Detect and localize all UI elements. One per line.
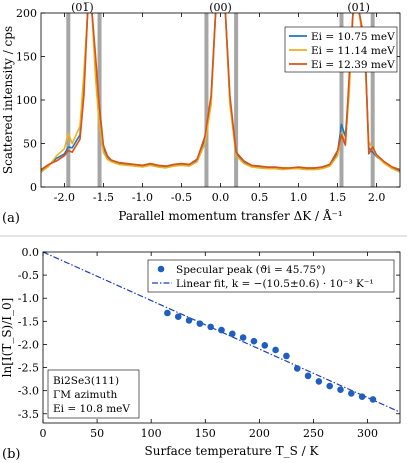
data-point: [348, 390, 355, 397]
y-axis-label: Scattered intensity / cps: [1, 26, 15, 174]
legend-label: Ei = 11.14 meV: [311, 45, 395, 57]
y-tick-label: -1.5: [18, 315, 39, 328]
series-lines: [41, 13, 400, 173]
y-tick-label: -1.0: [18, 292, 39, 305]
legend-label: Ei = 12.39 meV: [311, 59, 395, 71]
y-tick-label: 0: [30, 181, 37, 194]
data-point: [369, 396, 377, 403]
data-point: [218, 326, 225, 334]
peak-label: (01̅): [71, 1, 94, 14]
data-points: [164, 309, 377, 403]
y-tick-label: -2.0: [18, 338, 39, 351]
legend-label: Linear fit, k = −(10.5±0.6) · 10⁻³ K⁻¹: [176, 278, 374, 290]
y-tick-label: 100: [16, 94, 37, 107]
annotation-line: ΓM azimuth: [53, 389, 117, 401]
x-tick-label: -1.0: [132, 191, 153, 204]
y-axis-ticks: 0 50 100 150 200: [16, 7, 400, 194]
y-tick-label: 200: [16, 7, 37, 20]
y-axis-ticks: 0.0 -0.5 -1.0 -1.5 -2.0 -2.5 -3.0 -3.5: [18, 246, 400, 421]
x-tick-label: 100: [141, 427, 162, 440]
panel-label: (b): [2, 447, 20, 462]
chart-panel-b: 0 50 100 150 200 250 300 0.0 -0.5 -1.0 -1.5 -2.0 -2…: [0, 246, 401, 462]
x-tick-label: 1.0: [290, 191, 308, 204]
x-tick-label: 150: [195, 427, 216, 440]
data-point: [272, 346, 279, 354]
legend-marker: [157, 265, 165, 273]
x-tick-label: -2.0: [54, 191, 75, 204]
peak-label: (00): [209, 1, 232, 14]
x-tick-label: 0.5: [251, 191, 269, 204]
y-tick-label: -3.5: [18, 408, 39, 421]
y-tick-label: -3.0: [18, 385, 39, 398]
data-point: [229, 330, 236, 338]
plot-frame: [42, 251, 401, 424]
annotation-line: Ei = 10.8 meV: [53, 403, 130, 415]
y-tick-label: 150: [16, 51, 37, 64]
chart-panel-a: -2.0 -1.5 -1.0 -0.5 0.0 0.5 1.0 1.5 2.0 0 50 100 15…: [1, 1, 401, 226]
data-point: [196, 320, 204, 327]
sample-annotation: Bi2Se3(111) ΓM azimuth Ei = 10.8 meV: [47, 369, 140, 419]
series-line-3: [41, 13, 400, 171]
data-point: [239, 334, 247, 341]
data-point: [261, 342, 269, 349]
x-axis-ticks: -2.0 -1.5 -1.0 -0.5 0.0 0.5 1.0 1.5 2.0: [54, 13, 386, 204]
data-point: [304, 372, 312, 380]
data-point: [293, 365, 301, 372]
x-axis-label: Surface temperature T_S / K: [145, 444, 320, 458]
y-tick-label: 0.0: [22, 246, 40, 259]
x-tick-label: 250: [303, 427, 324, 440]
x-tick-label: 1.5: [329, 191, 347, 204]
x-tick-label: -1.5: [93, 191, 114, 204]
data-point: [358, 393, 366, 400]
x-tick-label: 300: [357, 427, 378, 440]
x-tick-label: 200: [249, 427, 270, 440]
data-point: [207, 323, 214, 331]
x-axis-label: Parallel momentum transfer ΔK / Å⁻¹: [118, 208, 342, 223]
x-tick-label: 50: [90, 427, 104, 440]
data-point: [185, 317, 193, 324]
legend-box: [147, 259, 395, 293]
data-point: [174, 313, 182, 321]
data-point: [315, 378, 323, 385]
annotation-box: [47, 369, 140, 419]
peak-labels: (01̅) (00) (01): [71, 1, 370, 14]
x-tick-label: 0: [40, 427, 47, 440]
y-tick-label: -2.5: [18, 362, 39, 375]
data-point: [164, 309, 171, 317]
annotation-line: Bi2Se3(111): [53, 375, 119, 387]
x-tick-label: 2.0: [368, 191, 386, 204]
x-axis-ticks: 0 50 100 150 200 250 300: [40, 252, 378, 440]
data-point: [283, 352, 290, 360]
data-point: [250, 337, 258, 345]
legend-label: Specular peak (ϑi = 45.75°): [176, 264, 325, 276]
legend: Ei = 10.75 meV Ei = 11.14 meV Ei = 12.39 m…: [284, 26, 398, 73]
legend-label: Ei = 10.75 meV: [311, 31, 395, 43]
data-point: [326, 382, 333, 390]
y-tick-label: -0.5: [18, 269, 39, 282]
y-tick-label: 50: [23, 138, 37, 151]
panel-label: (a): [2, 211, 20, 226]
data-point: [337, 386, 344, 394]
x-tick-label: -0.5: [171, 191, 192, 204]
legend: Specular peak (ϑi = 45.75°) Linear fit, k…: [147, 259, 395, 293]
peak-label: (01): [347, 1, 370, 14]
x-tick-label: 0.0: [212, 191, 230, 204]
y-axis-label: ln[I(T_S)/I_0]: [0, 298, 14, 378]
